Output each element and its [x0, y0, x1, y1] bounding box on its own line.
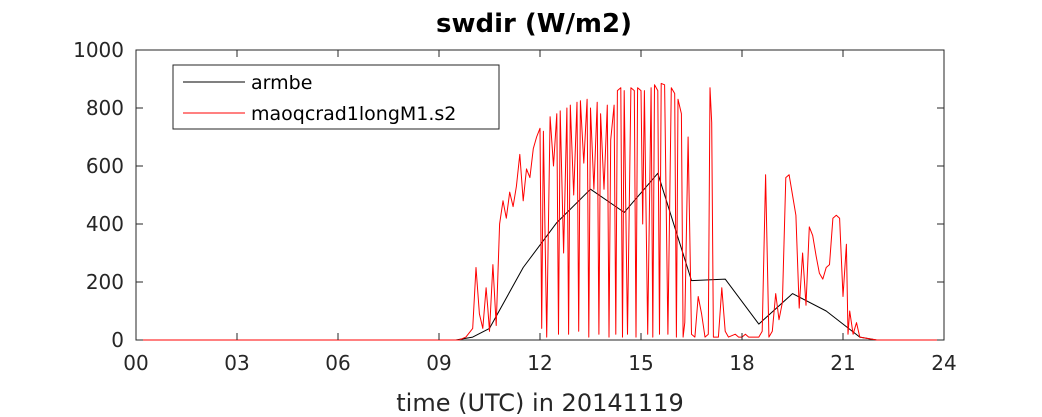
legend-box — [172, 64, 500, 130]
series-layer — [136, 82, 944, 341]
x-tick-label: 06 — [325, 351, 350, 375]
y-tick-label: 800 — [86, 96, 124, 120]
legend-label-maoqcrad1longM1: maoqcrad1longM1.s2 — [251, 103, 456, 125]
x-tick-label: 03 — [224, 351, 249, 375]
y-tick-label: 200 — [86, 270, 124, 294]
x-tick-label: 12 — [527, 351, 552, 375]
series-line-maoqcrad1longm1-s2 — [136, 82, 944, 341]
series-line-armbe — [136, 172, 944, 341]
y-tick-label: 0 — [111, 328, 124, 352]
y-tick-label: 600 — [86, 154, 124, 178]
y-axis: 0 200 400 600 800 1000 — [73, 38, 944, 352]
x-tick-label: 18 — [729, 351, 754, 375]
chart-title: swdir (W/m2) — [436, 9, 632, 39]
x-tick-label: 09 — [426, 351, 451, 375]
x-tick-label: 21 — [830, 351, 855, 375]
legend-label-armbe: armbe — [251, 72, 312, 94]
legend: armbe maoqcrad1longM1.s2 — [172, 64, 500, 130]
x-tick-label: 24 — [931, 351, 956, 375]
x-axis-label: time (UTC) in 20141119 — [396, 389, 683, 417]
x-tick-label: 00 — [123, 351, 148, 375]
y-tick-label: 1000 — [73, 38, 124, 62]
x-axis: 00 03 06 09 12 15 18 21 24 — [123, 50, 957, 375]
y-tick-label: 400 — [86, 212, 124, 236]
x-tick-label: 15 — [628, 351, 653, 375]
